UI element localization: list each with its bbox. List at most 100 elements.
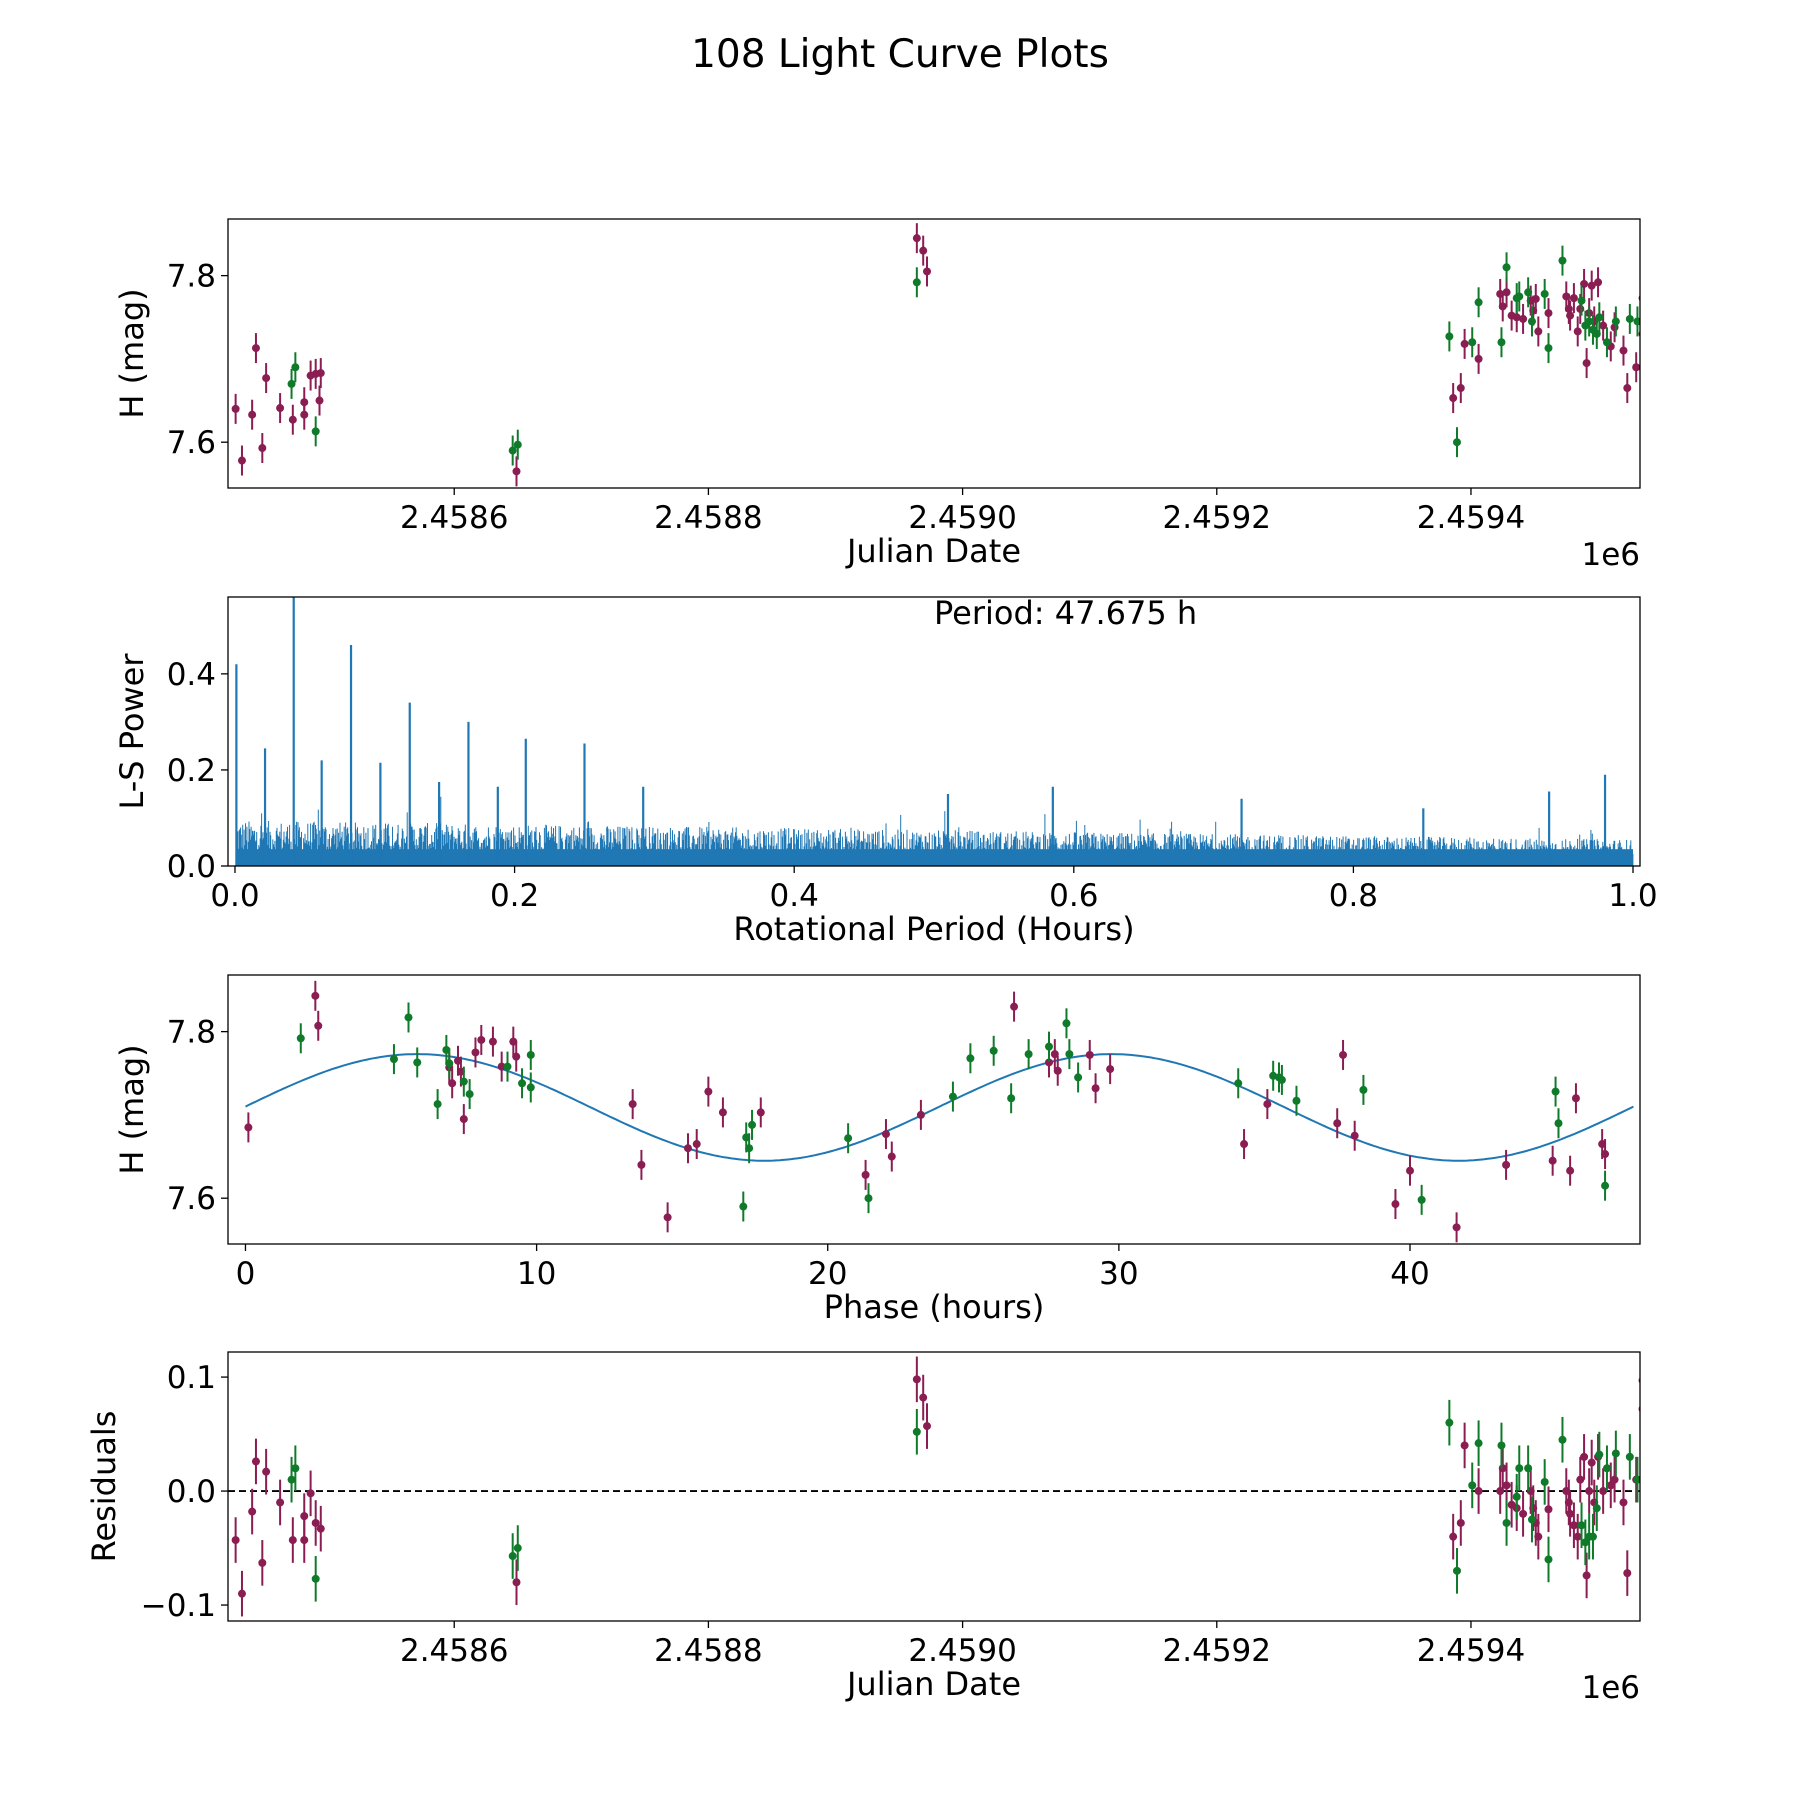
data-point — [1497, 338, 1506, 347]
data-point — [1502, 1160, 1511, 1169]
data-point — [287, 1475, 296, 1484]
data-point — [1452, 438, 1461, 447]
data-point — [1611, 1449, 1620, 1458]
data-point — [1474, 354, 1483, 363]
data-point — [1582, 359, 1591, 368]
data-point — [311, 1518, 320, 1527]
x-tick-label: 0 — [236, 1256, 256, 1292]
data-point — [864, 1194, 873, 1203]
data-point — [912, 1375, 921, 1384]
data-point — [288, 1536, 297, 1545]
data-point — [745, 1144, 754, 1153]
data-point — [1519, 1509, 1528, 1518]
data-point — [1240, 1140, 1249, 1149]
y-tick-label: 7.8 — [167, 259, 216, 295]
data-point — [1074, 1073, 1083, 1082]
data-point — [1599, 1487, 1608, 1496]
data-point — [919, 246, 928, 255]
data-point — [1544, 309, 1553, 318]
data-point — [251, 1457, 260, 1466]
data-point — [288, 415, 297, 424]
data-point — [628, 1100, 637, 1109]
data-point — [276, 1498, 285, 1507]
data-point — [1611, 317, 1620, 326]
data-point — [251, 344, 260, 353]
data-point — [1594, 278, 1603, 287]
y-tick-label: 0.0 — [167, 849, 216, 885]
data-point — [1519, 314, 1528, 323]
data-point — [1106, 1065, 1115, 1074]
data-point — [1633, 317, 1640, 326]
x-tick-label: 2.4588 — [654, 500, 762, 536]
data-point — [1468, 1481, 1477, 1490]
data-point — [1577, 1521, 1586, 1530]
x-tick-label: 2.4594 — [1417, 1633, 1525, 1669]
series-filter-2 — [287, 245, 1640, 466]
data-point — [1623, 384, 1632, 393]
data-point — [1062, 1019, 1071, 1028]
data-point — [1502, 263, 1511, 272]
data-point — [1566, 311, 1575, 320]
data-point — [311, 1574, 320, 1583]
x-axis-label: Julian Date — [845, 532, 1021, 570]
data-point — [316, 1524, 325, 1533]
axes-frame — [227, 596, 1641, 867]
data-point — [1468, 338, 1477, 347]
axes-frame — [227, 218, 1641, 489]
data-point — [1601, 1181, 1610, 1190]
data-point — [248, 410, 257, 419]
data-point — [1580, 1452, 1589, 1461]
data-point — [1474, 1439, 1483, 1448]
data-point — [1588, 1532, 1597, 1541]
data-point — [683, 1144, 692, 1153]
data-point — [1044, 1058, 1053, 1067]
data-point — [287, 379, 296, 388]
data-point — [1350, 1131, 1359, 1140]
y-tick-label: 0.0 — [167, 1474, 216, 1510]
data-point — [756, 1108, 765, 1117]
data-point — [1065, 1050, 1074, 1059]
data-point — [1452, 1223, 1461, 1232]
data-point — [1502, 288, 1511, 297]
data-point — [718, 1108, 727, 1117]
data-point — [1623, 1569, 1632, 1578]
data-point — [1606, 1481, 1615, 1490]
data-point — [1044, 1042, 1053, 1051]
data-point — [1456, 1518, 1465, 1527]
data-point — [1417, 1195, 1426, 1204]
data-point — [1497, 1441, 1506, 1450]
data-point — [1544, 344, 1553, 353]
data-point — [923, 267, 932, 276]
data-point — [258, 444, 267, 453]
x-tick-label: 2.4590 — [908, 500, 1016, 536]
data-point — [1587, 281, 1596, 290]
data-point — [503, 1062, 512, 1071]
data-point — [1587, 1458, 1596, 1467]
data-point — [1474, 1487, 1483, 1496]
data-point — [300, 1512, 309, 1521]
x-tick-label: 0.0 — [210, 878, 259, 914]
data-point — [513, 440, 522, 449]
data-point — [1234, 1079, 1243, 1088]
data-point — [1576, 1475, 1585, 1484]
data-point — [237, 1589, 246, 1598]
data-point — [1619, 346, 1628, 355]
data-point — [1601, 1150, 1610, 1159]
x-tick-label: 30 — [1099, 1256, 1138, 1292]
data-point — [692, 1140, 701, 1149]
data-point — [739, 1202, 748, 1211]
data-point — [1527, 317, 1536, 326]
x-tick-label: 20 — [808, 1256, 847, 1292]
data-point — [1569, 294, 1578, 303]
x-tick-label: 0.8 — [1329, 878, 1378, 914]
data-point — [1534, 327, 1543, 336]
x-axis-label: Phase (hours) — [824, 1288, 1045, 1326]
data-point — [912, 278, 921, 287]
x-tick-label: 2.4592 — [1163, 1633, 1271, 1669]
x-tick-label: 2.4586 — [400, 500, 508, 536]
data-point — [497, 1062, 506, 1071]
data-point — [276, 404, 285, 413]
fit-curve — [245, 1053, 1634, 1162]
